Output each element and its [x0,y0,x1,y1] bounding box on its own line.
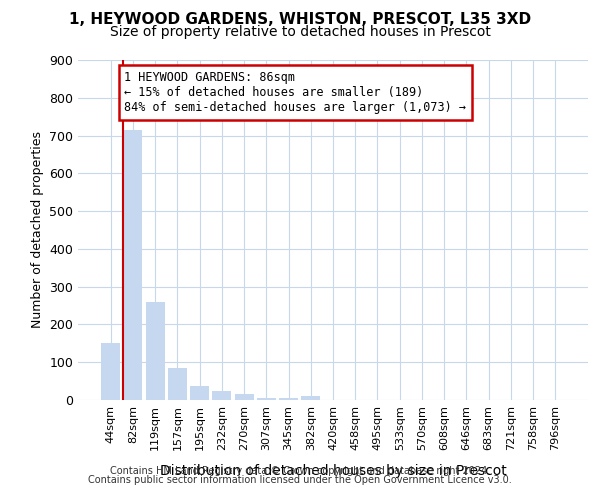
Bar [190,386,209,400]
Y-axis label: Number of detached properties: Number of detached properties [31,132,44,328]
Text: 1, HEYWOOD GARDENS, WHISTON, PRESCOT, L35 3XD: 1, HEYWOOD GARDENS, WHISTON, PRESCOT, L3… [69,12,531,28]
Bar [101,344,120,400]
Text: Contains HM Land Registry data © Crown copyright and database right 2024.: Contains HM Land Registry data © Crown c… [110,466,490,476]
Bar [301,396,320,400]
Bar [279,398,298,400]
Bar [146,302,164,400]
Bar [257,398,276,400]
X-axis label: Distribution of detached houses by size in Prescot: Distribution of detached houses by size … [160,464,506,478]
Bar [235,394,254,400]
Text: 1 HEYWOOD GARDENS: 86sqm
← 15% of detached houses are smaller (189)
84% of semi-: 1 HEYWOOD GARDENS: 86sqm ← 15% of detach… [124,72,466,114]
Bar [168,368,187,400]
Bar [212,390,231,400]
Bar [124,130,142,400]
Text: Size of property relative to detached houses in Prescot: Size of property relative to detached ho… [110,25,490,39]
Text: Contains public sector information licensed under the Open Government Licence v3: Contains public sector information licen… [88,475,512,485]
